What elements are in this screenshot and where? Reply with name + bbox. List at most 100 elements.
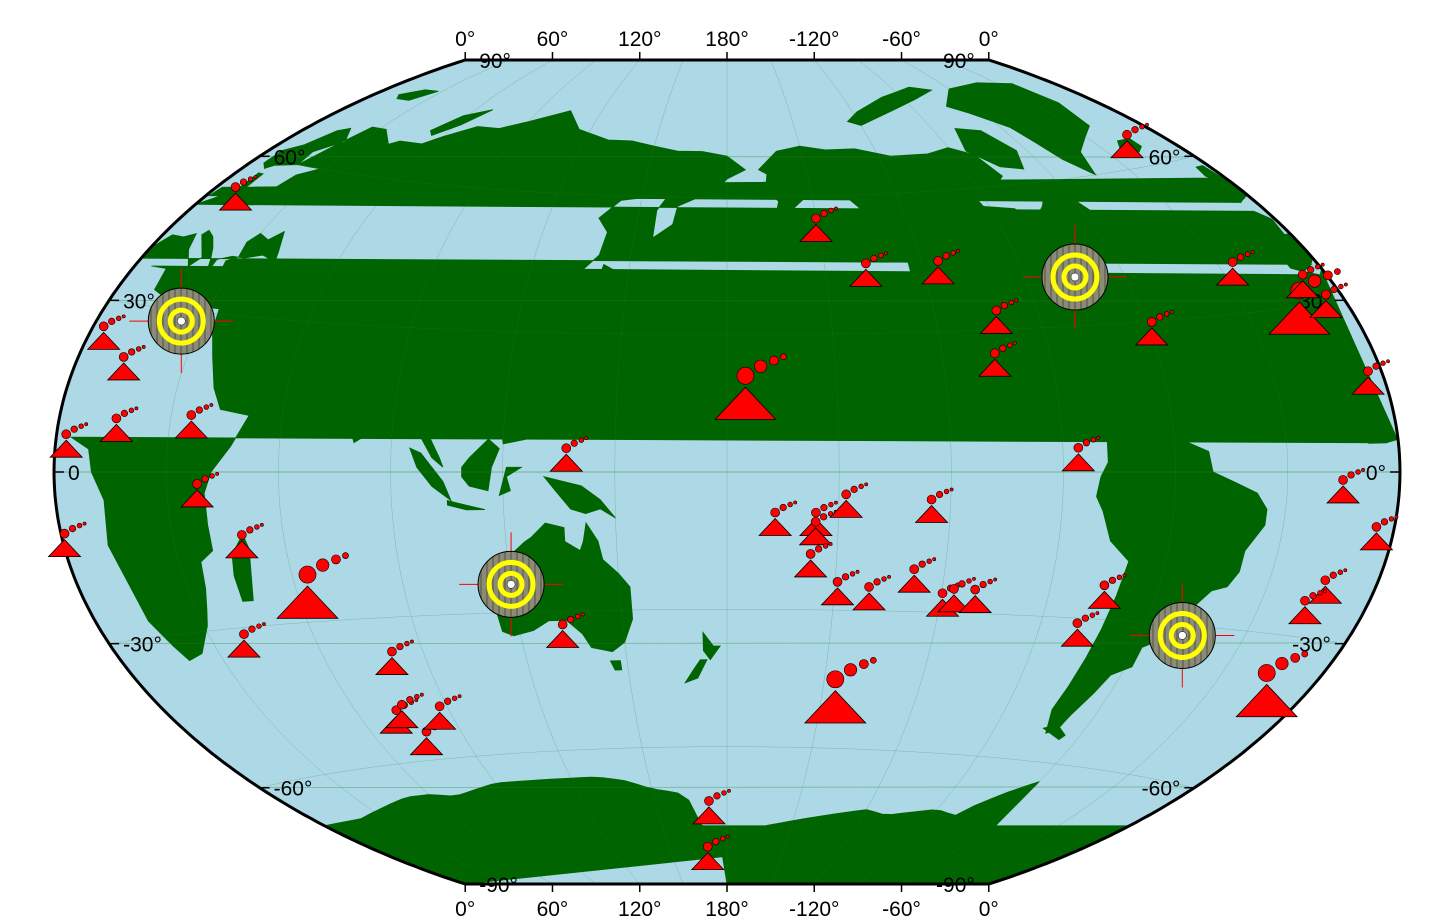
- lon-label-bottom: 0°: [979, 898, 999, 921]
- landmass-new-guinea: [542, 475, 616, 519]
- lat-label-left: 0°: [1366, 462, 1386, 485]
- volcano-icon: [47, 521, 87, 557]
- volcano-icon: [1215, 250, 1255, 286]
- meridian: [390, 60, 597, 884]
- volcano-icon: [1308, 282, 1348, 318]
- landmass-tierra: [1042, 724, 1066, 741]
- landmass-newfoundland: [1096, 214, 1125, 238]
- lon-label-bottom: 180°: [705, 898, 748, 921]
- lon-label-top: 60°: [537, 28, 569, 51]
- lat-label-right: -90°: [479, 874, 518, 897]
- volcano-icon: [692, 788, 731, 825]
- lon-label-top: -60°: [882, 28, 921, 51]
- meridian: [614, 60, 684, 884]
- volcano-icon: [99, 406, 139, 442]
- meridian: [945, 60, 1289, 884]
- lat-label-right: 0: [68, 462, 80, 485]
- lon-label-top: 0°: [979, 28, 999, 51]
- volcano-icon: [690, 834, 730, 871]
- landmass-ireland: [1203, 180, 1229, 197]
- volcano-icon: [1061, 435, 1101, 472]
- volcano-icon: [1359, 514, 1399, 551]
- volcano-icon: [1087, 573, 1127, 609]
- volcano-icon: [820, 569, 860, 606]
- land-layer: [69, 82, 1399, 884]
- volcano-icon: [1351, 359, 1390, 395]
- volcano-icon: [848, 251, 888, 287]
- lon-label-bottom: 0°: [455, 898, 475, 921]
- meridian: [814, 60, 952, 884]
- volcano-icon: [1288, 588, 1327, 625]
- lat-label-left: -30°: [1292, 634, 1331, 657]
- landmass-cuba: [1069, 359, 1110, 375]
- lon-label-top: 180°: [705, 28, 748, 51]
- volcano-icon: [1110, 122, 1149, 159]
- landmass-java: [446, 499, 486, 511]
- lat-label-left: 60°: [1149, 146, 1181, 169]
- landmass-sulawesi: [498, 466, 523, 497]
- volcano-icon: [979, 298, 1019, 334]
- landmass-iberia-west-edge: [1265, 233, 1313, 272]
- volcano-icon: [937, 576, 976, 613]
- landmass-baffin: [954, 128, 1025, 170]
- parallel: [109, 300, 1345, 335]
- landmass-japan: [551, 263, 614, 329]
- landmass-svalbard: [396, 89, 439, 101]
- lat-label-right: -30°: [123, 634, 162, 657]
- lon-label-top: -120°: [789, 28, 839, 51]
- volcano-icon: [375, 639, 414, 675]
- frame-ticks: [54, 52, 1400, 892]
- meridian: [857, 60, 1064, 884]
- meridian: [502, 60, 640, 884]
- volcano-icon: [384, 692, 424, 729]
- lat-label-right: 30°: [123, 290, 155, 313]
- volcano-icon: [921, 248, 961, 285]
- volcano-icon: [422, 694, 462, 730]
- volcano-icon: [803, 656, 877, 724]
- lat-label-right: 90°: [479, 50, 511, 73]
- volcano-icon: [86, 314, 126, 350]
- axis-labels: 0° 0° 60° 60° 120° 120° 180° 180° -120° -120° -60°…: [68, 28, 1386, 921]
- volcano-icon: [1060, 611, 1100, 647]
- volcano-icon: [758, 500, 798, 536]
- landmass-sri-lanka: [350, 422, 363, 444]
- volcano-icon: [958, 577, 998, 613]
- landmass-canada-isles: [846, 86, 933, 126]
- lat-label-right: 60°: [274, 146, 306, 169]
- target-marker-icon: [1022, 224, 1127, 329]
- volcano-icon: [276, 552, 349, 619]
- parallel: [259, 156, 1195, 198]
- volcano-icon: [1285, 262, 1325, 299]
- volcano-icon: [914, 487, 954, 523]
- target-marker-icon: [1130, 583, 1235, 688]
- volcano-icon: [174, 403, 214, 439]
- landmass-nz-south: [684, 659, 708, 684]
- volcano-icon: [852, 575, 891, 611]
- volcano-icon: [106, 345, 146, 381]
- parallel: [259, 746, 1195, 788]
- lat-label-left: 90°: [943, 50, 975, 73]
- volcano-icon: [829, 482, 869, 518]
- volcano-layer: [47, 122, 1399, 871]
- lon-label-bottom: -60°: [882, 898, 921, 921]
- volcano-icon: [549, 436, 589, 472]
- volcano-icon: [1235, 650, 1309, 718]
- lon-label-top: 0°: [455, 28, 475, 51]
- landmass-hainan: [463, 376, 476, 388]
- volcano-icon: [1326, 468, 1365, 504]
- lon-label-bottom: -120°: [789, 898, 839, 921]
- volcano-icon: [1134, 310, 1174, 346]
- lat-label-left: -60°: [1142, 778, 1181, 801]
- lat-label-left: -90°: [936, 874, 975, 897]
- volcano-icon: [798, 500, 838, 537]
- volcano-icon: [1308, 568, 1348, 604]
- landmass-nz-north: [702, 631, 721, 661]
- target-layer: [129, 224, 1235, 688]
- volcano-icon: [897, 557, 937, 593]
- landmass-philippines: [499, 387, 528, 445]
- volcano-icon: [799, 206, 838, 242]
- landmass-taiwan: [509, 354, 520, 370]
- meridian: [770, 60, 840, 884]
- volcano-icon: [49, 422, 89, 458]
- landmass-borneo: [461, 438, 500, 492]
